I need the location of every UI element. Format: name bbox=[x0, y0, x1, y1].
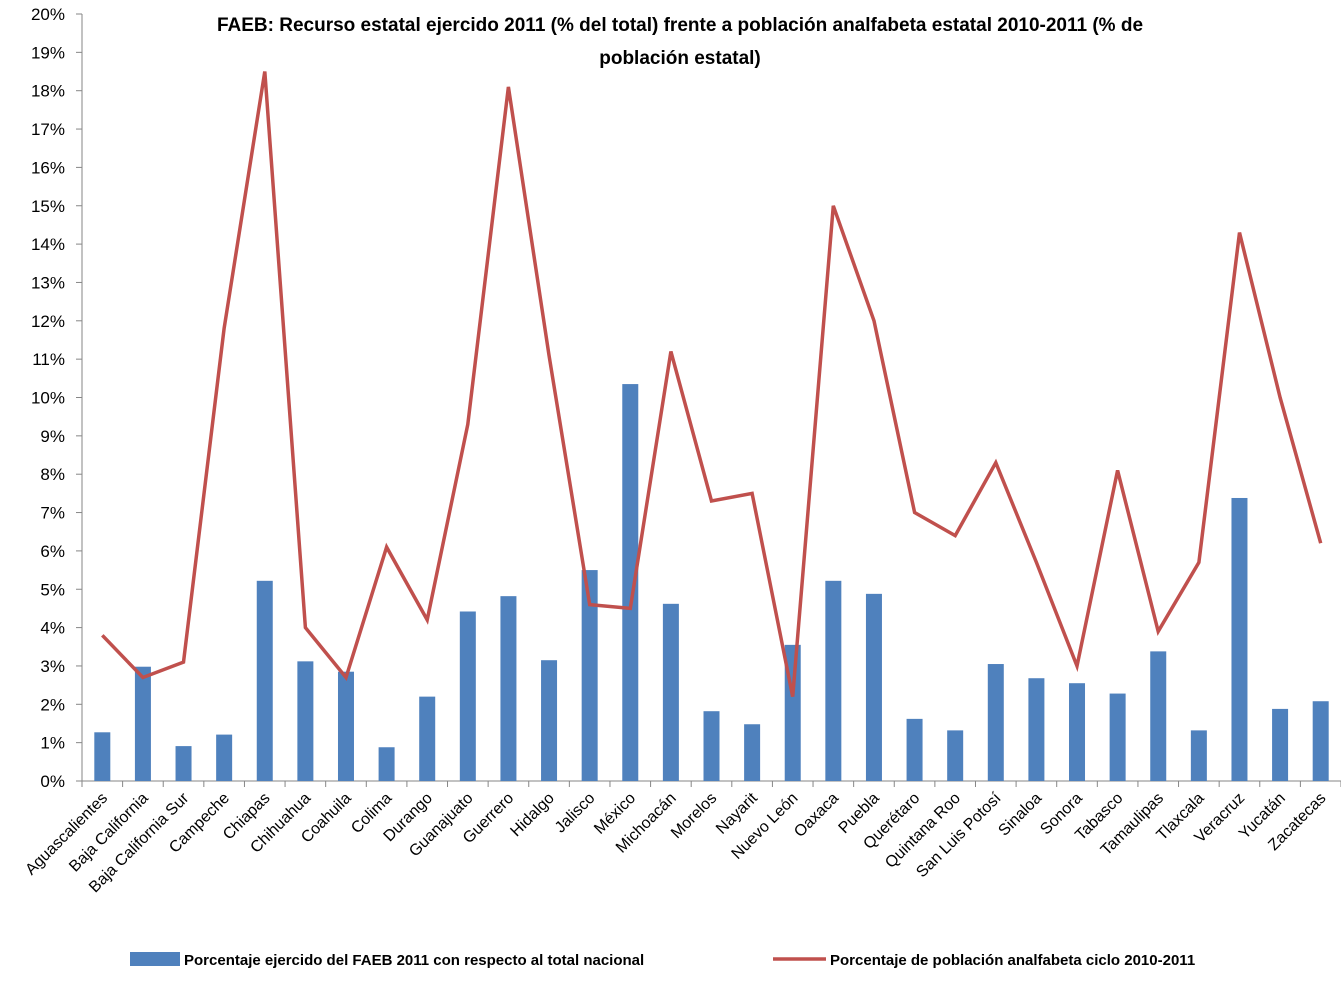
bar-guerrero bbox=[500, 596, 516, 781]
y-tick-label: 4% bbox=[40, 619, 65, 638]
legend-bar-label: Porcentaje ejercido del FAEB 2011 con re… bbox=[184, 952, 644, 969]
bar-oaxaca bbox=[825, 581, 841, 781]
bar-baja-california-sur bbox=[176, 746, 192, 781]
bar-tlaxcala bbox=[1191, 730, 1207, 781]
bar-colima bbox=[379, 747, 395, 781]
y-tick-label: 2% bbox=[40, 695, 65, 714]
y-tick-label: 7% bbox=[40, 504, 65, 523]
bar-morelos bbox=[704, 711, 720, 781]
bar-nayarit bbox=[744, 724, 760, 781]
y-tick-label: 14% bbox=[31, 235, 65, 254]
bar-guanajuato bbox=[460, 611, 476, 781]
chart-title-line-2: población estatal) bbox=[599, 48, 761, 69]
bar-san-luis-potosí bbox=[988, 664, 1004, 781]
y-tick-label: 6% bbox=[40, 542, 65, 561]
bar-michoacán bbox=[663, 604, 679, 781]
bar-sonora bbox=[1069, 683, 1085, 781]
plot-area: 0% 1% 2% 3% 4% 5% 6% 7% 8% 9% 10% 11% 12% 13% 14% 15% 16… bbox=[22, 5, 1341, 896]
bar-zacatecas bbox=[1313, 701, 1329, 781]
x-category-label: Oaxaca bbox=[791, 790, 842, 841]
bar-coahuila bbox=[338, 672, 354, 781]
legend: Porcentaje ejercido del FAEB 2011 con re… bbox=[130, 952, 1195, 969]
y-tick-label: 19% bbox=[31, 43, 65, 62]
y-tick-label: 18% bbox=[31, 82, 65, 101]
bar-durango bbox=[419, 697, 435, 781]
analfabeta-line bbox=[102, 72, 1320, 697]
x-category-label: Jalisco bbox=[552, 790, 599, 837]
chart-title-line-1: FAEB: Recurso estatal ejercido 2011 (% d… bbox=[217, 15, 1143, 36]
y-tick-label: 11% bbox=[32, 350, 65, 369]
y-tick-label: 17% bbox=[31, 120, 65, 139]
legend-bar-swatch bbox=[130, 952, 180, 966]
y-tick-label: 3% bbox=[40, 657, 65, 676]
bar-chihuahua bbox=[297, 661, 313, 781]
y-tick-label: 9% bbox=[40, 427, 65, 446]
y-tick-label: 10% bbox=[31, 389, 65, 408]
x-category-label: Sinaloa bbox=[995, 790, 1045, 840]
y-tick-label: 13% bbox=[31, 273, 65, 292]
bar-yucatán bbox=[1272, 709, 1288, 781]
y-tick-label: 15% bbox=[31, 197, 65, 216]
bar-puebla bbox=[866, 594, 882, 781]
bar-chiapas bbox=[257, 581, 273, 781]
y-tick-label: 8% bbox=[40, 465, 65, 484]
y-tick-label: 0% bbox=[40, 772, 65, 791]
x-category-label: Morelos bbox=[668, 790, 720, 842]
bar-querétaro bbox=[907, 719, 923, 781]
y-tick-label: 5% bbox=[40, 580, 65, 599]
bar-baja-california bbox=[135, 667, 151, 781]
bar-campeche bbox=[216, 735, 232, 781]
y-tick-label: 12% bbox=[31, 312, 65, 331]
bar-tabasco bbox=[1110, 694, 1126, 781]
bar-veracruz bbox=[1231, 498, 1247, 781]
bar-quintana-roo bbox=[947, 730, 963, 781]
bar-aguascalientes bbox=[94, 732, 110, 781]
bar-sinaloa bbox=[1028, 678, 1044, 781]
x-category-label: Hidalgo bbox=[507, 790, 557, 840]
legend-line-label: Porcentaje de población analfabeta ciclo… bbox=[830, 952, 1195, 969]
y-tick-label: 1% bbox=[40, 734, 65, 753]
y-tick-label: 20% bbox=[31, 5, 65, 24]
bar-tamaulipas bbox=[1150, 651, 1166, 781]
y-tick-label: 16% bbox=[31, 158, 65, 177]
bar-hidalgo bbox=[541, 660, 557, 781]
